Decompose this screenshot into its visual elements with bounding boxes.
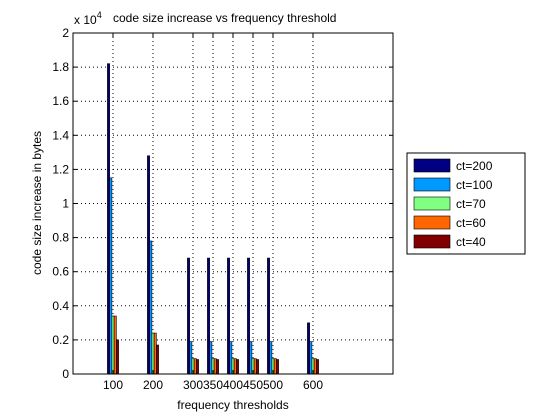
y-tick-label: 0.8	[52, 231, 69, 245]
legend-swatch	[413, 196, 451, 211]
bar	[196, 359, 199, 375]
bar	[316, 359, 319, 375]
x-axis-label: frequency thresholds	[177, 398, 288, 412]
bar	[273, 358, 277, 375]
bar	[193, 358, 197, 375]
bar	[253, 358, 257, 375]
bar	[151, 332, 155, 375]
bar	[233, 358, 237, 375]
legend-label: ct=40	[456, 235, 486, 249]
x-ticks: 100 200 300 350 400 450 500 600	[103, 33, 323, 392]
y-tick-label: 1.6	[52, 94, 69, 108]
bar	[236, 359, 239, 375]
bar	[207, 257, 210, 375]
bar	[153, 332, 157, 375]
y-tick-label: 2	[62, 26, 69, 40]
bar	[149, 240, 153, 375]
legend-label: ct=200	[456, 159, 493, 173]
bar	[276, 359, 279, 375]
bar	[227, 257, 230, 375]
x-tick-label: 350	[203, 378, 223, 392]
bar	[209, 341, 213, 375]
y-exponent-label: x 104	[74, 10, 102, 27]
bar	[256, 359, 259, 375]
bar	[307, 322, 310, 375]
y-axis-label: code size increase in bytes	[30, 131, 44, 275]
bar	[113, 315, 117, 375]
y-tick-label: 1.8	[52, 60, 69, 74]
y-tick-label: 1.4	[52, 128, 69, 142]
x-tick-label: 500	[263, 378, 283, 392]
bar	[267, 257, 270, 375]
bar	[116, 339, 119, 375]
legend-swatch	[413, 234, 451, 249]
grid	[73, 33, 393, 374]
bar	[247, 257, 250, 375]
y-tick-label: 0.4	[52, 299, 69, 313]
x-tick-label: 200	[143, 378, 163, 392]
bar	[187, 257, 190, 375]
bar	[109, 177, 113, 375]
legend-swatch	[413, 215, 451, 230]
bar	[147, 155, 150, 375]
bar	[313, 358, 317, 375]
bar	[189, 341, 193, 375]
bar	[309, 341, 313, 375]
y-ticks: 0 0.2 0.4 0.6 0.8 1 1.2 1.4 1.6 1.8 2	[52, 26, 393, 381]
y-tick-label: 1	[62, 197, 69, 211]
legend-swatch	[413, 177, 451, 192]
y-tick-label: 0	[62, 367, 69, 381]
bar	[249, 341, 253, 375]
legend-label: ct=60	[456, 216, 486, 230]
legend-label: ct=100	[456, 178, 493, 192]
legend-label: ct=70	[456, 197, 486, 211]
x-tick-label: 600	[303, 378, 323, 392]
x-tick-label: 100	[103, 378, 123, 392]
chart-title: code size increase vs frequency threshol…	[113, 11, 336, 25]
bar	[107, 63, 110, 375]
x-tick-label: 300	[183, 378, 203, 392]
bar	[213, 358, 217, 375]
bar	[269, 341, 273, 375]
x-tick-label: 400	[223, 378, 243, 392]
bar	[111, 315, 115, 375]
bar	[156, 344, 159, 375]
y-tick-label: 0.2	[52, 333, 69, 347]
bar	[229, 341, 233, 375]
legend-swatch	[413, 158, 451, 173]
y-tick-label: 0.6	[52, 265, 69, 279]
legend: ct=200 ct=100 ct=70 ct=60 ct=40	[406, 152, 526, 255]
x-tick-label: 450	[243, 378, 263, 392]
y-tick-label: 1.2	[52, 162, 69, 176]
bar	[216, 359, 219, 375]
